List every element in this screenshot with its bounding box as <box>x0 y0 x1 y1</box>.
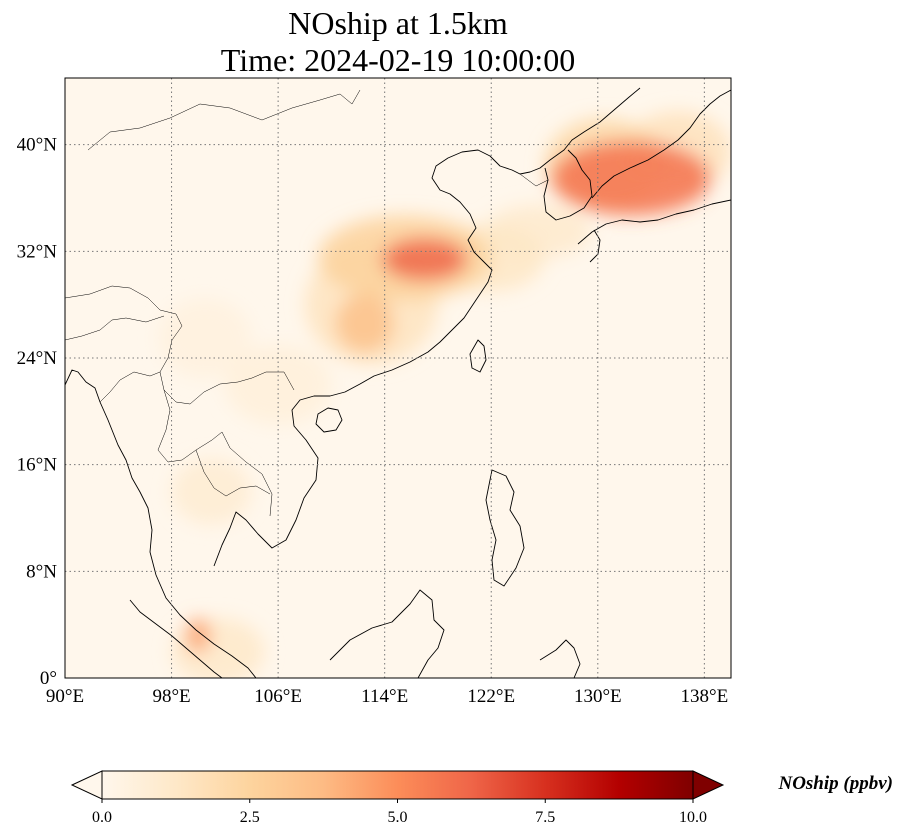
colorbar-ticks: 0.0 2.5 5.0 7.5 10.0 <box>92 799 707 826</box>
plume-10 <box>335 294 395 353</box>
border-thailand <box>195 449 271 497</box>
map-axes: 90°E 98°E 106°E 114°E 122°E 130°E 138°E 40°N 32… <box>17 77 732 707</box>
lon-tick-label-5: 130°E <box>574 686 622 707</box>
colorbar-tick-label-4: 10.0 <box>679 809 707 826</box>
border-mongolia <box>87 89 361 151</box>
island-sulawesi <box>539 639 581 678</box>
coastline-kyushu <box>589 229 601 263</box>
island-sumatra <box>129 599 223 678</box>
colorbar-tick-label-0: 0.0 <box>92 809 112 826</box>
coastline-japan-sea <box>591 89 731 199</box>
colorbar-tick-label-3: 7.5 <box>535 809 555 826</box>
lat-tick-label-3: 16°N <box>17 455 58 476</box>
lon-tick-label-1: 98°E <box>152 686 190 707</box>
gridlines <box>65 78 731 678</box>
border-myanmar <box>99 371 161 403</box>
colorbar-tick-label-1: 2.5 <box>240 809 260 826</box>
colorbar-extend-min <box>70 770 103 800</box>
plume-12 <box>551 140 712 216</box>
colorbar: 0.0 2.5 5.0 7.5 10.0 NOship (ppbv) <box>70 770 893 826</box>
plume-13 <box>382 238 468 281</box>
island-taiwan <box>469 339 487 373</box>
colorbar-extend-max <box>692 770 725 800</box>
island-philippines <box>485 469 525 587</box>
plume-2 <box>171 458 252 525</box>
lon-tick-label-4: 122°E <box>467 686 515 707</box>
lat-tick-label-0: 40°N <box>17 135 58 156</box>
plume-11 <box>186 618 211 653</box>
title-line-2: Time: 2024-02-19 10:00:00 <box>221 42 575 78</box>
border-indochina <box>157 389 273 517</box>
lat-tick-label-2: 24°N <box>17 348 58 369</box>
coastline-bay-of-bengal-malay <box>65 369 257 678</box>
border-himalaya <box>65 315 165 341</box>
colorbar-gradient <box>101 770 694 800</box>
coastline-korea <box>543 149 593 221</box>
coastline-honshu-south <box>577 199 731 245</box>
colorbar-tick-label-2: 5.0 <box>388 809 408 826</box>
island-borneo <box>329 589 445 678</box>
latitude-labels: 40°N 32°N 24°N 16°N 8°N 0° <box>17 135 58 689</box>
lon-tick-label-6: 138°E <box>681 686 729 707</box>
lon-tick-label-3: 114°E <box>361 686 408 707</box>
border-north-korea <box>519 173 549 187</box>
country-borders <box>65 89 549 517</box>
lat-tick-label-5: 0° <box>40 668 57 689</box>
coastline-china <box>213 87 641 567</box>
lon-tick-label-0: 90°E <box>46 686 84 707</box>
island-hainan <box>315 407 343 433</box>
coastlines <box>65 87 731 678</box>
colorbar-label: NOship (ppbv) <box>777 773 893 794</box>
lat-tick-label-4: 8°N <box>26 561 57 582</box>
lat-tick-label-1: 32°N <box>17 241 58 262</box>
map-frame <box>64 77 732 679</box>
title-line-1: NOship at 1.5km <box>288 5 508 41</box>
lon-tick-label-2: 106°E <box>254 686 302 707</box>
longitude-labels: 90°E 98°E 106°E 114°E 122°E 130°E 138°E <box>46 686 728 707</box>
